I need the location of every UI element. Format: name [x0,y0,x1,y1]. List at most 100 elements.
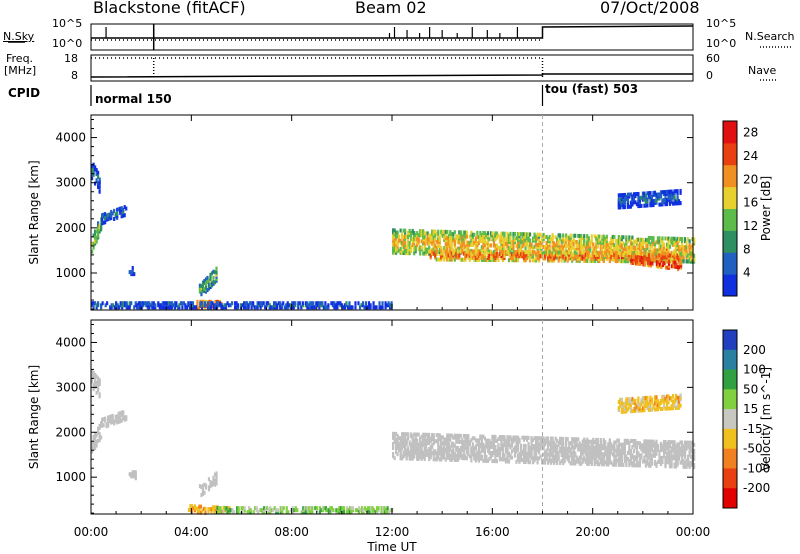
velocity-cell [620,454,623,459]
velocity-cell [634,455,637,460]
velocity-cell [551,458,554,463]
velocity-cell [693,450,696,455]
velocity-cell [422,432,425,437]
freq-line [90,73,693,78]
power-cell [569,243,572,248]
velocity-cell [623,409,626,414]
velocity-cell [545,456,548,461]
power-cell [548,237,551,242]
velocity-cell [92,370,95,375]
velocity-cell [641,408,645,413]
power-cell [602,240,605,245]
velocity-cell [605,460,608,465]
power-cell [680,243,684,248]
velocity-cell [664,462,667,467]
velocity-cell [595,454,598,459]
velocity-cell [449,457,452,462]
power-cell [124,301,127,306]
power-cell [498,235,502,240]
power-cell [459,249,462,254]
velocity-cell [649,459,652,464]
velocity-cell [243,506,246,511]
power-cell [622,205,625,210]
power-cell [516,242,520,247]
power-cell [459,244,462,249]
power-cell [556,243,559,248]
velocity-cell [638,459,642,464]
velocity-cell [644,443,648,448]
velocity-cell [395,450,398,455]
power-cell [136,303,139,308]
velocity-cell [450,433,453,438]
velocity-cell [91,379,94,384]
power-cell [673,264,677,269]
power-cell [553,254,556,259]
velocity-cell [246,510,249,515]
power-cell [659,246,663,251]
velocity-cell [516,457,520,462]
velocity-cell [674,458,678,463]
power-cell [461,242,464,247]
velocity-cell [91,369,94,374]
velocity-cell [586,455,589,460]
power-cell [145,303,148,308]
nsky-label: N.Sky [3,30,35,43]
velocity-cell [479,434,482,439]
power-cell [664,192,667,197]
velocity-cell [329,510,332,515]
velocity-cell [646,443,649,448]
velocity-cell [646,461,649,466]
power-cell [632,200,635,205]
power-cell [617,245,620,250]
velocity-cell [625,397,628,402]
velocity-cell [201,483,205,488]
velocity-cell [641,447,645,452]
velocity-cell [619,403,622,408]
velocity-cell [362,510,365,515]
velocity-cell [673,456,676,461]
power-cell [414,245,417,250]
velocity-cell [345,506,349,511]
velocity-cell [429,437,432,442]
power-cell [512,242,515,247]
power-cell [522,252,526,257]
power-cell [683,237,687,242]
velocity-cell [649,405,652,410]
velocity-cell [647,407,651,412]
power-cell [673,195,676,200]
power-cell [201,288,205,293]
velocity-cell [533,456,536,461]
velocity-cell [455,453,458,458]
power-cell [601,242,604,247]
velocity-cell [530,448,533,453]
power-cell [626,194,629,199]
power-cell [646,240,649,245]
power-cell [217,299,220,304]
power-cell [569,247,572,252]
power-cell [602,234,605,239]
velocity-cell [423,452,426,457]
velocity-cell [396,442,399,447]
power-cell [470,234,473,239]
power-cell [104,212,107,217]
velocity-cell [94,442,97,447]
power-cell [289,303,292,308]
velocity-cell [512,439,515,444]
power-cell [601,238,604,243]
power-cell [516,236,520,241]
power-cell [556,252,559,257]
power-cell [521,252,524,257]
power-cell [313,305,316,310]
power-cell [426,249,429,254]
velocity-cell [685,464,688,469]
power-cell [575,258,578,263]
power-cell [467,246,470,251]
velocity-cell [521,435,524,440]
velocity-cell [683,464,687,469]
power-cell [661,198,664,203]
velocity-cell [602,438,605,443]
velocity-colorbar-tick-label: 100 [743,363,766,377]
power-cell [537,256,541,261]
power-cell [617,239,620,244]
velocity-cell [407,448,410,453]
